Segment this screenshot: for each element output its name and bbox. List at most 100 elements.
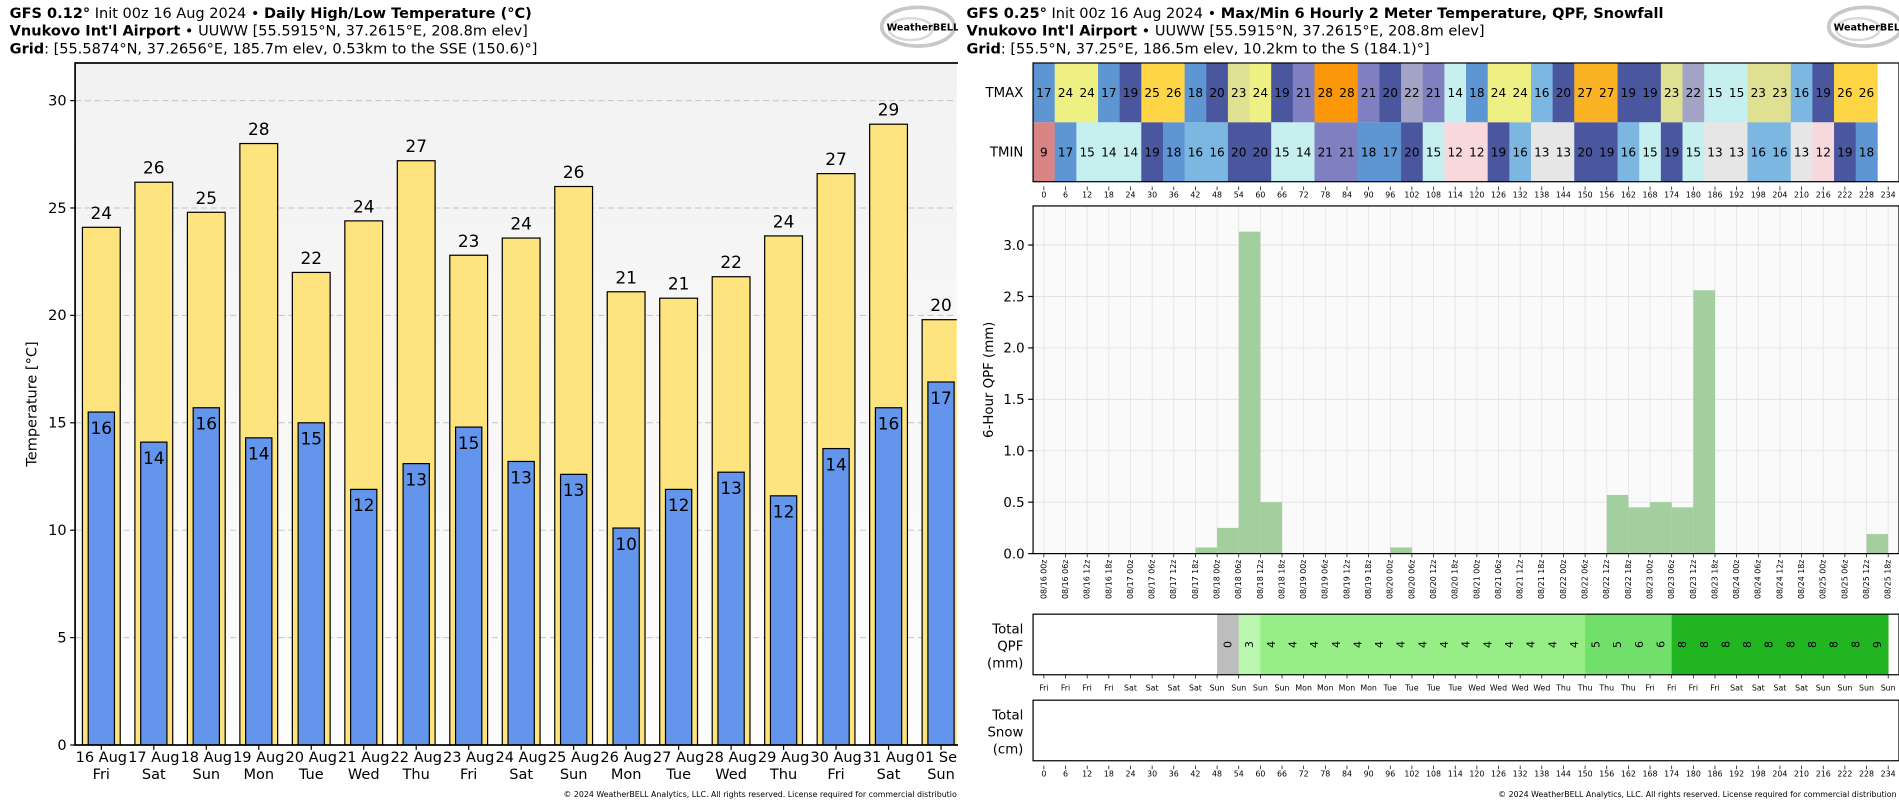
total-qpf-label: 4 xyxy=(1481,641,1494,648)
total-qpf-label: 8 xyxy=(1849,641,1862,648)
temp-cell-label: 14 xyxy=(1447,86,1463,100)
hour-label: 114 xyxy=(1448,190,1463,199)
x-tick-label: 08/24 18z xyxy=(1797,560,1806,599)
temp-cell xyxy=(1704,122,1727,182)
temp-cell-label: 21 xyxy=(1296,86,1311,100)
temp-cell xyxy=(1054,122,1077,182)
qpf-bar xyxy=(1195,547,1218,554)
total-qpf-cell xyxy=(1736,614,1759,675)
total-qpf-cell xyxy=(1693,614,1716,675)
low-bar xyxy=(402,463,430,746)
x-tick-label: 22 Aug xyxy=(390,750,441,766)
row-label: TMAX xyxy=(985,86,1024,101)
hour-label: 18 xyxy=(1104,770,1114,779)
temp-cell xyxy=(1552,62,1575,123)
total-qpf-label: 3 xyxy=(1243,641,1256,648)
y-tick-label: 0 xyxy=(57,738,66,754)
temp-cell xyxy=(1379,122,1402,182)
hour-label: 234 xyxy=(1881,770,1896,779)
temp-cell-label: 22 xyxy=(1686,86,1701,100)
y-tick-label: 25 xyxy=(48,201,66,217)
plot-area: 24 26 25 28 22 24 27 23 24 26 21 21 22 24 27 29 20 16 14 16… xyxy=(81,100,957,746)
hour-label: 6 xyxy=(1063,770,1068,779)
temp-cell-label: 17 xyxy=(1101,86,1116,100)
temp-cell xyxy=(1769,122,1792,182)
x-tick-label: 08/18 12z xyxy=(1256,560,1265,599)
total-qpf-cell xyxy=(1758,614,1781,675)
hour-label: 12 xyxy=(1082,190,1092,199)
row-label: TMIN xyxy=(989,145,1024,160)
temp-cell xyxy=(1162,122,1185,182)
low-bar xyxy=(664,488,693,746)
y-tick-label: 10 xyxy=(48,523,66,539)
value-label: 16 xyxy=(196,414,218,434)
strip-label: QPF xyxy=(997,640,1023,655)
x-tick-label: 08/23 18z xyxy=(1710,560,1719,599)
x-tick-label: 08/16 18z xyxy=(1104,560,1113,599)
temp-cell xyxy=(1379,62,1402,123)
day-label: Fri xyxy=(1645,683,1654,692)
hour-label: 150 xyxy=(1578,770,1593,779)
temp-cell-label: 15 xyxy=(1686,145,1701,159)
x-tick-label: 08/18 18z xyxy=(1277,560,1286,599)
x-tick-label: 08/21 00z xyxy=(1472,560,1481,599)
temp-cell xyxy=(1162,62,1185,123)
hour-label: 18 xyxy=(1104,190,1114,199)
x-tick-label: 08/21 12z xyxy=(1516,560,1525,599)
header-text: Max/Min 6 Hourly 2 Meter Temperature, QP… xyxy=(1221,6,1664,22)
temp-cell-label: 13 xyxy=(1556,145,1571,159)
total-qpf-cell xyxy=(1520,614,1543,675)
total-qpf-label: 4 xyxy=(1330,641,1343,648)
temp-cell-label: 15 xyxy=(1426,145,1441,159)
temp-cell-label: 17 xyxy=(1383,145,1398,159)
temp-cell xyxy=(1227,62,1250,123)
hour-label: 102 xyxy=(1404,770,1419,779)
total-qpf-label: 8 xyxy=(1719,641,1732,648)
value-label: 29 xyxy=(878,100,900,120)
low-bar xyxy=(822,447,850,746)
y-tick-label: 1.5 xyxy=(1003,393,1024,408)
x-tick-weekday: Sun xyxy=(560,767,588,783)
day-label: Sat xyxy=(1773,683,1786,692)
strip-label: Snow xyxy=(987,726,1023,741)
x-tick-label: 08/19 12z xyxy=(1342,560,1351,599)
hour-label: 132 xyxy=(1513,190,1528,199)
temp-cell-label: 14 xyxy=(1123,145,1139,159)
hour-label: 186 xyxy=(1707,190,1722,199)
temp-cell xyxy=(1141,62,1164,123)
total-qpf-cell xyxy=(1844,614,1867,675)
total-qpf-cell xyxy=(1628,614,1651,675)
temp-cell-label: 15 xyxy=(1642,145,1657,159)
logo: WeatherBELL xyxy=(1834,22,1899,33)
hour-label: 84 xyxy=(1342,190,1352,199)
header-line: Vnukovo Int'l Airport • UUWW [55.5915°N,… xyxy=(966,24,1484,40)
temp-cell-label: 20 xyxy=(1577,145,1592,159)
x-tick-label: 08/19 18z xyxy=(1364,560,1373,599)
temp-cell-label: 19 xyxy=(1642,86,1657,100)
x-tick-weekday: Thu xyxy=(402,767,430,783)
qpf-bar xyxy=(1390,547,1412,554)
total-qpf-label: 4 xyxy=(1525,641,1538,648)
logo-swirl xyxy=(879,5,957,48)
total-qpf-cell xyxy=(1801,614,1824,675)
qpf-bar xyxy=(1217,527,1239,554)
temp-cell-label: 28 xyxy=(1339,86,1354,100)
total-qpf-cell xyxy=(1866,614,1889,675)
temp-cell-label: 27 xyxy=(1599,86,1614,100)
hour-label: 54 xyxy=(1234,190,1244,199)
x-tick-label: 16 Aug xyxy=(76,750,127,766)
x-tick-label: 08/16 12z xyxy=(1083,560,1092,599)
total-qpf-cell xyxy=(1606,614,1629,675)
temp-cell-label: 23 xyxy=(1751,86,1766,100)
value-label: 23 xyxy=(458,231,480,251)
value-label: 13 xyxy=(563,480,585,500)
temp-cell xyxy=(1076,62,1099,123)
temp-cell-label: 16 xyxy=(1621,145,1636,159)
x-tick-label: 08/20 18z xyxy=(1451,560,1460,599)
day-label: Mon xyxy=(1339,683,1356,692)
temp-cell-label: 12 xyxy=(1469,145,1484,159)
value-label: 14 xyxy=(248,444,270,464)
value-label: 16 xyxy=(878,414,900,434)
total-qpf-label: 8 xyxy=(1828,641,1841,648)
